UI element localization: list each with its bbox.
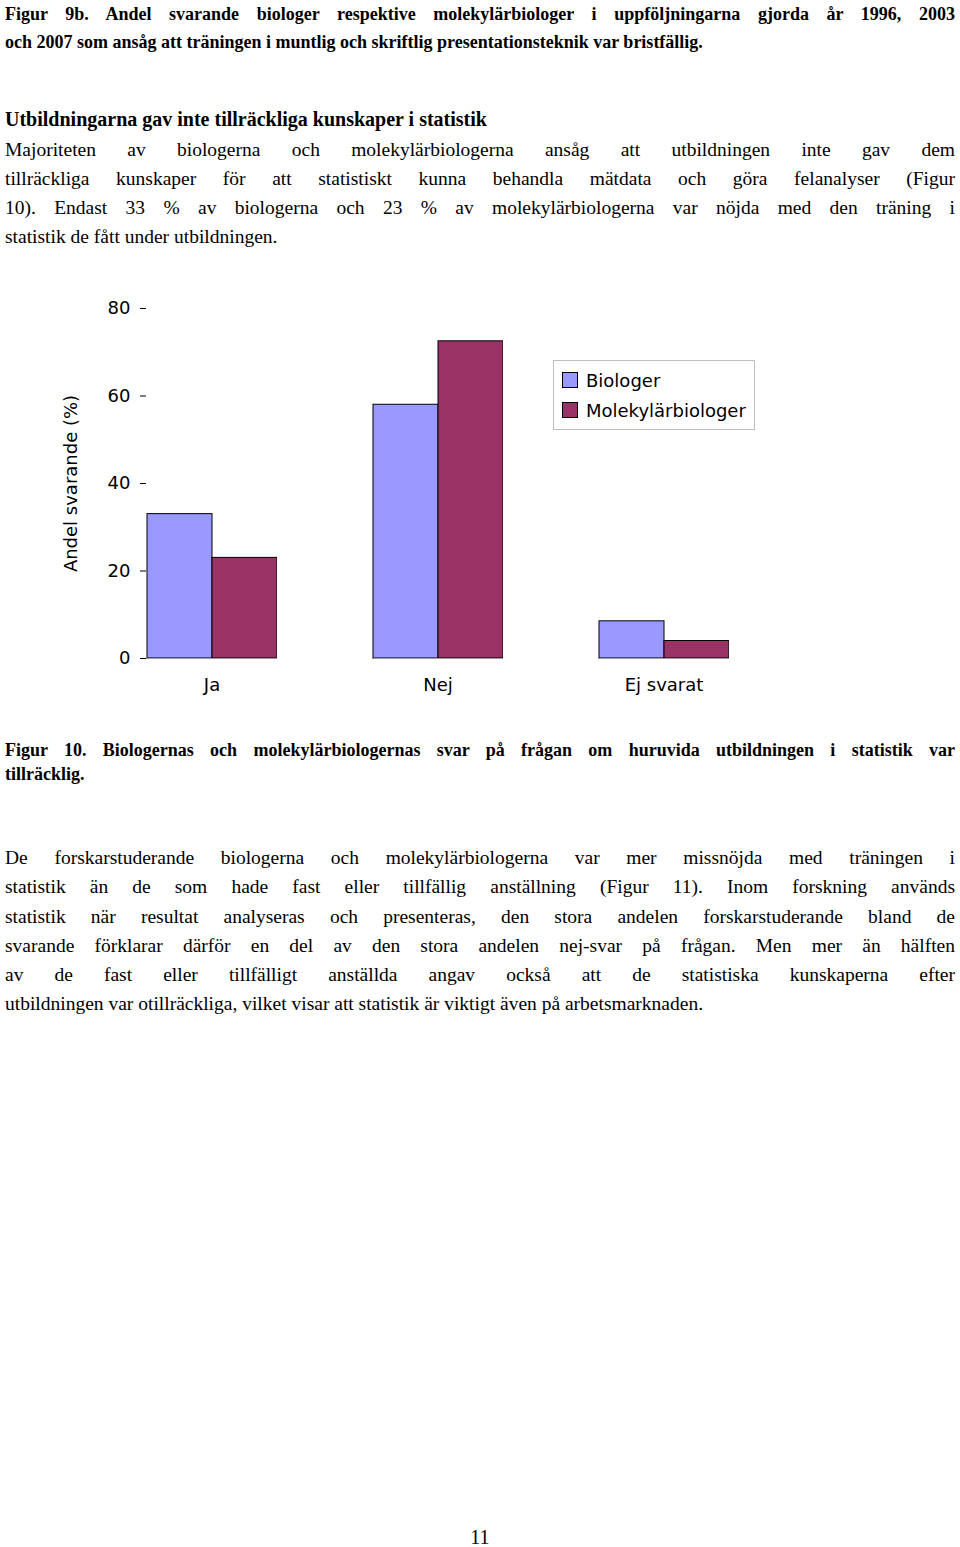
svg-text:0: 0 [119, 647, 130, 668]
svg-text:80: 80 [108, 297, 131, 318]
html-text:statistik än de som hade fast: statistik än de som hade fast eller till… [5, 876, 955, 898]
html-text:och 2007 som ansåg att träning: och 2007 som ansåg att träningen i muntl… [5, 32, 703, 52]
html-text:tillräcklig.: tillräcklig. [5, 764, 85, 784]
html-text:av de fast eller tillfälligt a: av de fast eller tillfälligt anställda a… [5, 964, 955, 986]
html-text:Molekylärbiologer: Molekylärbiologer [586, 399, 746, 421]
html-text:svarande förklarar därför en d: svarande förklarar därför en del av den … [5, 934, 955, 956]
svg-text:Ja: Ja [203, 674, 220, 695]
html-text:statistik de fått under utbild: statistik de fått under utbildningen. [5, 226, 278, 247]
html-text:Figur 9b. Andel svarande biolo: Figur 9b. Andel svarande biologer respek… [5, 4, 955, 24]
svg-text:20: 20 [108, 560, 131, 581]
html-text:11: 11 [470, 1526, 490, 1547]
html-text:Utbildningarna gav inte tillrä: Utbildningarna gav inte tillräckliga kun… [5, 108, 487, 130]
svg-text:Andel svarande (%): Andel svarande (%) [60, 395, 81, 572]
html-text:Figur 10. Biologernas och mole: Figur 10. Biologernas och molekylärbiolo… [5, 740, 955, 760]
html-text:Biologer: Biologer [586, 369, 661, 391]
svg-text:60: 60 [108, 385, 131, 406]
html-text:statistik när resultat analyse: statistik när resultat analyseras och pr… [5, 905, 955, 927]
html-text:10). Endast 33 % av biologerna: 10). Endast 33 % av biologerna och 23 % … [5, 197, 955, 218]
html-text:Majoriteten av biologerna och: Majoriteten av biologerna och molekylärb… [5, 139, 955, 160]
svg-text:40: 40 [108, 472, 131, 493]
html-text:tillräckliga kunskaper för att: tillräckliga kunskaper för att statistis… [5, 168, 955, 189]
html-text:De forskarstuderande biologern: De forskarstuderande biologerna och mole… [5, 847, 955, 868]
svg-text:Ej svarat: Ej svarat [625, 674, 704, 695]
svg-text:Nej: Nej [423, 674, 453, 695]
html-text:utbildningen var otillräckliga: utbildningen var otillräckliga, vilket v… [5, 993, 703, 1015]
